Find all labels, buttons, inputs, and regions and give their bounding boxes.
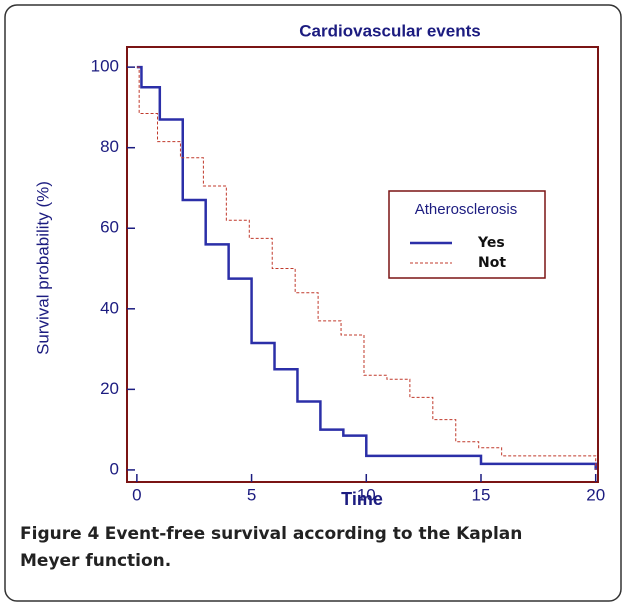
caption: Figure 4 Event-free survival according t…: [20, 521, 580, 575]
figure-border: [4, 4, 622, 602]
y-tick-label: 60: [100, 218, 119, 237]
survival-line: [136, 65, 597, 470]
x-axis-label: Time: [341, 489, 383, 509]
legend-label: Not: [478, 255, 506, 271]
plot-frame: [126, 46, 599, 483]
legend-label: Yes: [477, 235, 505, 251]
x-tick-label: 20: [586, 485, 605, 504]
x-tick-label: 10: [357, 485, 376, 504]
caption-text: Event-free survival according to the Kap…: [20, 524, 523, 571]
y-tick-label: 40: [100, 298, 119, 317]
y-tick-label: 100: [91, 57, 119, 76]
legend-title: Atherosclerosis: [415, 201, 518, 218]
chart-title: Cardiovascular events: [299, 21, 480, 40]
x-tick-label: 15: [472, 485, 491, 504]
caption-label: Figure 4: [20, 524, 100, 544]
y-tick-label: 20: [100, 379, 119, 398]
y-tick-label: 0: [110, 459, 119, 478]
x-tick-label: 0: [132, 485, 141, 504]
x-tick-label: 5: [247, 485, 256, 504]
y-axis-label: Survival probability (%): [33, 181, 52, 355]
y-tick-label: 80: [100, 137, 119, 156]
